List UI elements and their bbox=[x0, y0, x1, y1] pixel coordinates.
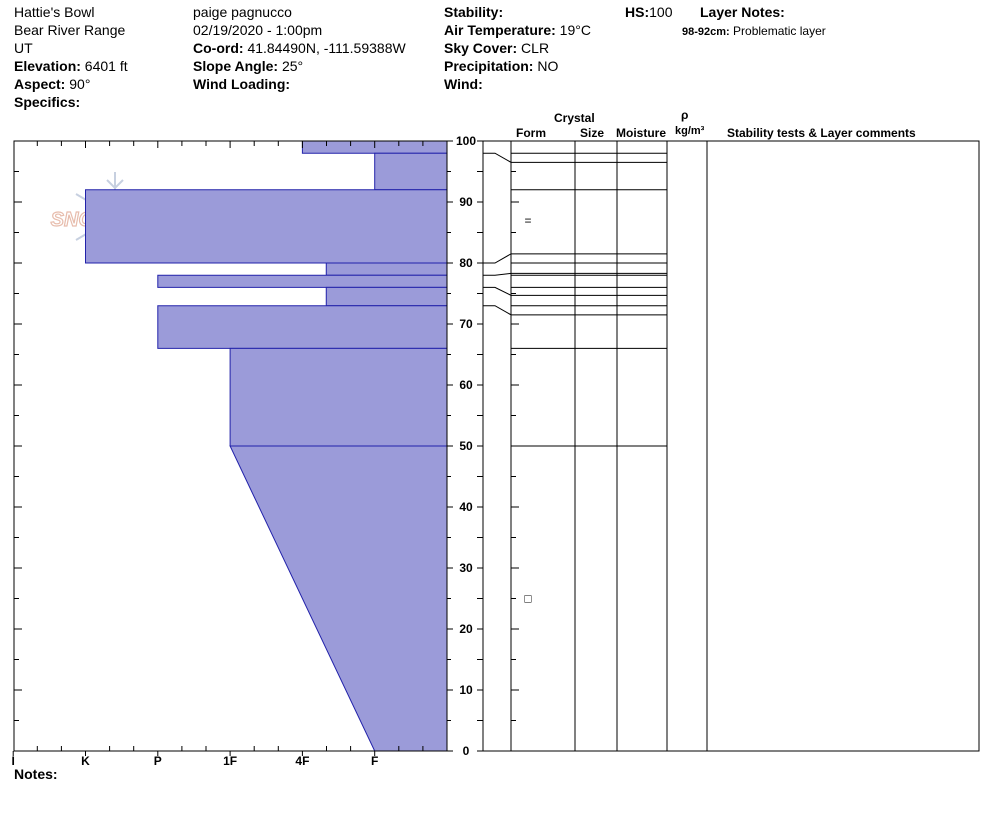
depth-tick-label-50: 50 bbox=[459, 439, 473, 453]
hardness-axis: I K P 1F 4F F bbox=[12, 141, 424, 768]
elevation-label: Elevation: bbox=[14, 58, 81, 74]
slope-value: 25° bbox=[281, 58, 304, 74]
depth-tick-label-60: 60 bbox=[459, 378, 473, 392]
depth-axis: 0 10 20 30 40 50 60 70 80 90 100 bbox=[14, 134, 476, 758]
location-name: Hattie's Bowl bbox=[14, 4, 95, 20]
crystal-header: Crystal bbox=[554, 111, 595, 125]
depth-tick-label-30: 30 bbox=[459, 561, 473, 575]
size-header: Size bbox=[580, 126, 605, 140]
state-name: UT bbox=[14, 40, 33, 56]
hardness-layer-2 bbox=[85, 189, 448, 264]
hardness-tick-label-I: I bbox=[12, 754, 15, 768]
coord-label: Co-ord: bbox=[193, 40, 244, 56]
hardness-layer-1 bbox=[374, 152, 448, 191]
notes-label: Notes: bbox=[14, 766, 58, 782]
elevation-value: 6401 ft bbox=[84, 58, 128, 74]
moisture-header: Moisture bbox=[616, 126, 667, 140]
hardness-tick-label-4F: 4F bbox=[295, 754, 309, 768]
precip-field: Precipitation: NO bbox=[444, 57, 558, 75]
layer-connector-73 bbox=[483, 305, 667, 316]
hardness-tick-label-F: F bbox=[371, 754, 378, 768]
depth-tick-label-100: 100 bbox=[456, 134, 476, 148]
wind-loading-label: Wind Loading: bbox=[193, 76, 291, 92]
wind-label: Wind: bbox=[444, 76, 483, 92]
grain-form-symbol-0: = bbox=[524, 213, 531, 227]
sky-label: Sky Cover: bbox=[444, 40, 518, 56]
hardness-layers bbox=[85, 140, 448, 752]
sky-value: CLR bbox=[521, 40, 550, 56]
observer-name: paige pagnucco bbox=[193, 4, 292, 20]
rho-header: ρ bbox=[681, 108, 689, 122]
layer-connector-76 bbox=[483, 286, 667, 296]
hardness-layer-7 bbox=[229, 347, 448, 447]
hs-label: HS: bbox=[625, 4, 650, 20]
hardness-layer-8 bbox=[229, 445, 448, 752]
coord-value: 41.84490N, -111.59388W bbox=[247, 40, 406, 56]
range-name: Bear River Range bbox=[14, 22, 126, 38]
layer-note-text: Problematic layer bbox=[733, 24, 826, 38]
layer-note: 98-92cm: Problematic layer bbox=[682, 22, 826, 41]
layer-rows bbox=[483, 152, 667, 447]
hs-value: 100 bbox=[649, 4, 673, 20]
specifics-label: Specifics: bbox=[14, 94, 81, 110]
depth-tick-label-90: 90 bbox=[459, 195, 473, 209]
layer-note-depth: 98-92cm: bbox=[682, 26, 730, 38]
slope-field: Slope Angle: 25° bbox=[193, 57, 303, 75]
depth-tick-label-20: 20 bbox=[459, 622, 473, 636]
air-temp-value: 19°C bbox=[559, 22, 591, 38]
slope-label: Slope Angle: bbox=[193, 58, 279, 74]
hardness-tick-label-1F: 1F bbox=[223, 754, 237, 768]
aspect-label: Aspect: bbox=[14, 76, 66, 92]
layer-connector-80 bbox=[483, 253, 667, 264]
air-temp-label: Air Temperature: bbox=[444, 22, 556, 38]
depth-tick-label-70: 70 bbox=[459, 317, 473, 331]
depth-tick-label-80: 80 bbox=[459, 256, 473, 270]
depth-tick-label-10: 10 bbox=[459, 683, 473, 697]
hardness-layer-6 bbox=[157, 305, 448, 349]
aspect-field: Aspect: 90° bbox=[14, 75, 90, 93]
hardness-tick-label-P: P bbox=[154, 754, 162, 768]
coord-field: Co-ord: 41.84490N, -111.59388W bbox=[193, 39, 406, 57]
hardness-tick-label-K: K bbox=[81, 754, 90, 768]
aspect-value: 90° bbox=[69, 76, 91, 92]
layer-connector-98 bbox=[483, 152, 667, 163]
density-header: kg/m³ bbox=[675, 125, 705, 137]
form-header: Form bbox=[516, 126, 546, 140]
air-temp-field: Air Temperature: 19°C bbox=[444, 21, 591, 39]
hardness-layer-3 bbox=[325, 262, 448, 276]
hardness-layer-4 bbox=[157, 274, 448, 288]
stability-label: Stability: bbox=[444, 4, 504, 20]
grain-forms: =□ bbox=[524, 213, 531, 605]
observation-datetime: 02/19/2020 - 1:00pm bbox=[193, 22, 323, 38]
elevation-field: Elevation: 6401 ft bbox=[14, 57, 128, 75]
precip-value: NO bbox=[537, 58, 559, 74]
depth-tick-label-40: 40 bbox=[459, 500, 473, 514]
stability-comments-header: Stability tests & Layer comments bbox=[727, 126, 916, 140]
precip-label: Precipitation: bbox=[444, 58, 534, 74]
depth-tick-label-0: 0 bbox=[463, 744, 470, 758]
grain-form-symbol-1: □ bbox=[524, 592, 531, 606]
hs-field: HS:100 bbox=[625, 3, 672, 21]
layer-notes-label: Layer Notes: bbox=[700, 4, 785, 20]
hardness-layer-5 bbox=[325, 286, 448, 307]
sky-field: Sky Cover: CLR bbox=[444, 39, 549, 57]
layer-connector-78 bbox=[483, 272, 667, 276]
